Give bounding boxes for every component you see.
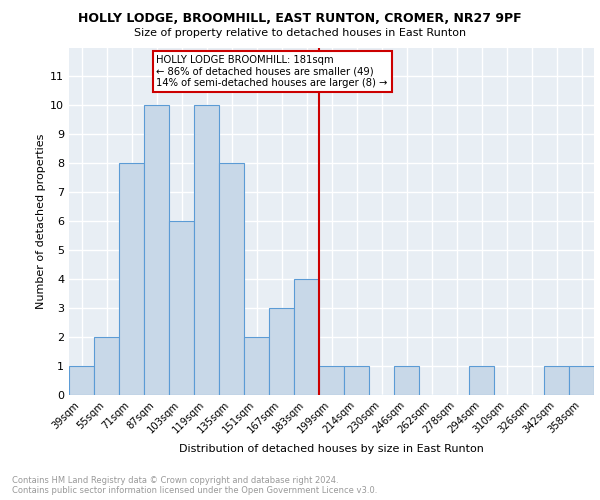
Bar bbox=[319, 366, 344, 395]
Bar bbox=[294, 279, 319, 395]
Text: HOLLY LODGE BROOMHILL: 181sqm
← 86% of detached houses are smaller (49)
14% of s: HOLLY LODGE BROOMHILL: 181sqm ← 86% of d… bbox=[157, 54, 388, 88]
Bar bbox=[169, 221, 194, 395]
X-axis label: Distribution of detached houses by size in East Runton: Distribution of detached houses by size … bbox=[179, 444, 484, 454]
Y-axis label: Number of detached properties: Number of detached properties bbox=[36, 134, 46, 309]
Bar bbox=[94, 337, 119, 395]
Text: Contains HM Land Registry data © Crown copyright and database right 2024.
Contai: Contains HM Land Registry data © Crown c… bbox=[12, 476, 377, 495]
Text: HOLLY LODGE, BROOMHILL, EAST RUNTON, CROMER, NR27 9PF: HOLLY LODGE, BROOMHILL, EAST RUNTON, CRO… bbox=[78, 12, 522, 26]
Bar bbox=[119, 164, 144, 395]
Bar bbox=[144, 106, 169, 395]
Text: Size of property relative to detached houses in East Runton: Size of property relative to detached ho… bbox=[134, 28, 466, 38]
Bar bbox=[219, 164, 244, 395]
Bar bbox=[244, 337, 269, 395]
Bar bbox=[569, 366, 594, 395]
Bar bbox=[394, 366, 419, 395]
Bar bbox=[269, 308, 294, 395]
Bar bbox=[194, 106, 219, 395]
Bar bbox=[469, 366, 494, 395]
Bar bbox=[344, 366, 369, 395]
Bar bbox=[69, 366, 94, 395]
Bar bbox=[544, 366, 569, 395]
